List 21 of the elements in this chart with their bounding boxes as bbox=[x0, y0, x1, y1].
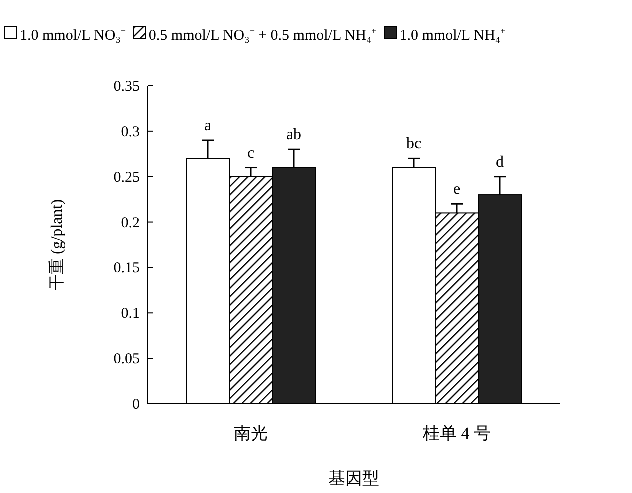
y-axis-title: 干重 (g/plant) bbox=[48, 199, 66, 291]
y-tick-label: 0.15 bbox=[114, 260, 140, 277]
y-tick-label: 0.35 bbox=[114, 79, 140, 95]
x-tick-label: 南光 bbox=[234, 424, 268, 443]
y-tick-label: 0.3 bbox=[121, 124, 140, 140]
legend-label: 1.0 mmol/L NH₄⁺ bbox=[400, 28, 506, 44]
y-tick-label: 0.2 bbox=[121, 215, 140, 232]
data-label: c bbox=[247, 144, 255, 162]
y-tick-label: 0.05 bbox=[114, 352, 140, 368]
data-label: e bbox=[453, 181, 461, 198]
y-tick-label: 0.25 bbox=[114, 170, 140, 186]
x-tick-label: 桂单 4 号 bbox=[422, 424, 491, 443]
y-tick-label: 0.1 bbox=[121, 306, 140, 322]
data-label: ab bbox=[286, 126, 302, 144]
data-label: bc bbox=[406, 136, 422, 153]
y-tick-label: 0 bbox=[132, 397, 140, 413]
data-label: a bbox=[204, 118, 212, 135]
data-label: d bbox=[496, 154, 504, 171]
x-axis-title: 基因型 bbox=[328, 469, 380, 488]
legend-label: 1.0 mmol/L NO₃⁻ bbox=[20, 28, 126, 44]
legend-label: 0.5 mmol/L NO₃⁻ + 0.5 mmol/L NH₄⁺ bbox=[148, 28, 377, 44]
